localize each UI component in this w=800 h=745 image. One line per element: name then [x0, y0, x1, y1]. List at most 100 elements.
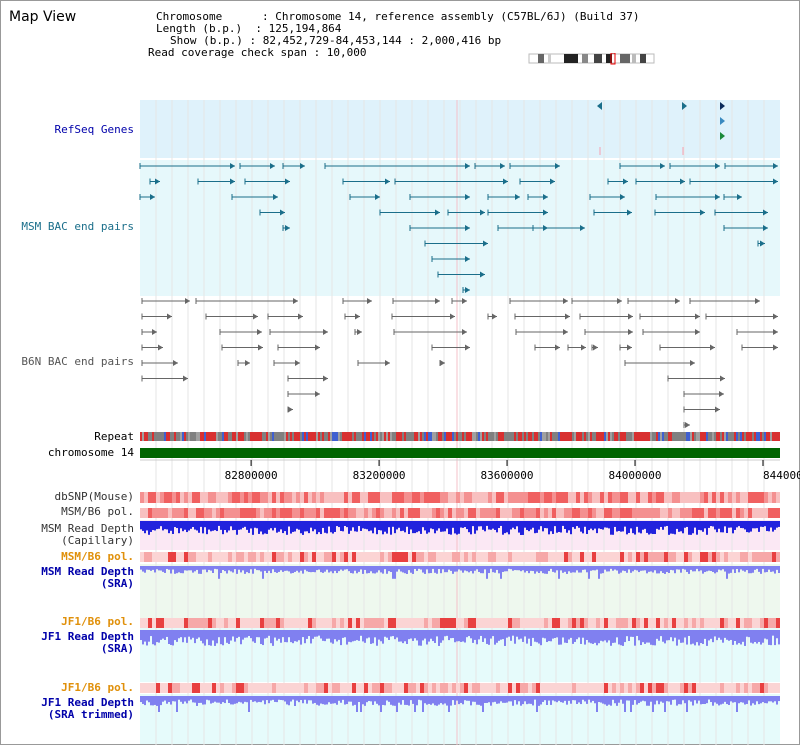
- b6n-bac-row3-end-right[interactable]: [152, 329, 157, 335]
- b6n-bac-row1-end-right[interactable]: [435, 298, 440, 304]
- msm-bac-row4-end-right[interactable]: [700, 209, 705, 216]
- b6n-bac-row9-end-right[interactable]: [685, 422, 690, 428]
- msm-bac-row1-end-right[interactable]: [500, 163, 505, 169]
- b6n-bac-row1-end-right[interactable]: [755, 298, 760, 304]
- msm-bac-row3-end-right[interactable]: [737, 194, 742, 200]
- msm-bac-row6-end-right[interactable]: [483, 240, 488, 247]
- b6n-bac-row2-end-right[interactable]: [167, 313, 172, 320]
- msm-bac-row3-end-right[interactable]: [620, 194, 625, 200]
- b6n-bac-row6-end-right[interactable]: [720, 375, 725, 382]
- msm-bac-row4-end-right[interactable]: [543, 209, 548, 216]
- b6n-bac-row3-end-right[interactable]: [462, 329, 467, 335]
- msm-bac-row2-end-right[interactable]: [285, 178, 290, 185]
- b6n-bac-row1-end-right[interactable]: [617, 298, 622, 304]
- b6n-bac-row4-end-right[interactable]: [315, 344, 320, 351]
- refseq-gene-1-arrow-left-icon[interactable]: [597, 102, 602, 110]
- b6n-bac-row2-end-right[interactable]: [628, 313, 633, 320]
- chromosome-14-bar[interactable]: [140, 448, 780, 458]
- msm-bac-row1-end-right[interactable]: [230, 163, 235, 169]
- msm-bac-row3-end-right[interactable]: [515, 194, 520, 200]
- msm-bac-row4-end-right[interactable]: [435, 209, 440, 216]
- refseq-gene-4-arrow-right-icon[interactable]: [720, 117, 725, 125]
- b6n-bac-row2-end-right[interactable]: [565, 313, 570, 320]
- msm-bac-row5-end-right[interactable]: [580, 225, 585, 231]
- b6n-bac-row1-end-right[interactable]: [185, 298, 190, 304]
- msm-bac-row1-end-right[interactable]: [465, 163, 470, 169]
- b6n-bac-row8-end-right[interactable]: [288, 406, 293, 413]
- msm-bac-row7-end-right[interactable]: [465, 256, 470, 262]
- msm-bac-row6-end-right[interactable]: [760, 240, 765, 247]
- b6n-bac-row5-end-right[interactable]: [385, 360, 390, 366]
- msm-bac-row3-end-right[interactable]: [150, 194, 155, 200]
- msm-bac-row5-end-right[interactable]: [465, 225, 470, 231]
- b6n-bac-row4-end-right[interactable]: [258, 344, 263, 351]
- b6n-bac-row1-end-right[interactable]: [563, 298, 568, 304]
- msm-bac-row8-end-right[interactable]: [480, 271, 485, 278]
- refseq-gene-5-arrow-right-icon[interactable]: [720, 132, 725, 140]
- b6n-bac-row3-end-right[interactable]: [357, 329, 362, 335]
- msm-bac-row2-end-right[interactable]: [680, 178, 685, 185]
- chromosome-ideogram[interactable]: [528, 53, 656, 65]
- msm-bac-row2-end-right[interactable]: [155, 178, 160, 185]
- b6n-bac-row4-end-right[interactable]: [593, 344, 598, 351]
- b6n-bac-row3-end-right[interactable]: [257, 329, 262, 335]
- b6n-bac-row1-end-right[interactable]: [675, 298, 680, 304]
- msm-bac-row3-end-right[interactable]: [543, 194, 548, 200]
- b6n-bac-row3-end-right[interactable]: [563, 329, 568, 335]
- msm-bac-row4-end-right[interactable]: [763, 209, 768, 216]
- b6n-bac-row4-end-right[interactable]: [555, 344, 560, 351]
- b6n-bac-row6-end-right[interactable]: [183, 375, 188, 382]
- msm-bac-row2-end-right[interactable]: [385, 178, 390, 185]
- msm-bac-row2-end-right[interactable]: [503, 178, 508, 185]
- msm-bac-row1-end-right[interactable]: [715, 163, 720, 169]
- b6n-bac-row4-end-right[interactable]: [581, 344, 586, 351]
- b6n-bac-row5-end-right[interactable]: [295, 360, 300, 366]
- msm-bac-row9-end-right[interactable]: [465, 287, 470, 293]
- msm-bac-row2-end-right[interactable]: [230, 178, 235, 185]
- b6n-bac-row7-end-right[interactable]: [315, 391, 320, 397]
- b6n-bac-row4-end-right[interactable]: [465, 344, 470, 351]
- refseq-gene-3-arrow-right-icon[interactable]: [720, 102, 725, 110]
- b6n-bac-row4-end-right[interactable]: [710, 344, 715, 351]
- msm-bac-row3-end-right[interactable]: [465, 194, 470, 200]
- refseq-gene-2-arrow-right-icon[interactable]: [682, 102, 687, 110]
- msm-bac-row1-end-right[interactable]: [660, 163, 665, 169]
- msm-bac-row4-end-right[interactable]: [627, 209, 632, 216]
- b6n-bac-row2-end-right[interactable]: [450, 313, 455, 320]
- b6n-bac-row4-end-right[interactable]: [773, 344, 778, 351]
- b6n-bac-row2-end-right[interactable]: [773, 313, 778, 320]
- msm-bac-row1-end-right[interactable]: [270, 163, 275, 169]
- msm-bac-row2-end-right[interactable]: [550, 178, 555, 185]
- b6n-bac-row7-end-right[interactable]: [719, 391, 724, 397]
- msm-bac-row3-end-right[interactable]: [273, 194, 278, 200]
- b6n-bac-row4-end-right[interactable]: [627, 344, 632, 351]
- msm-bac-row4-end-right[interactable]: [280, 209, 285, 216]
- msm-bac-row1-end-right[interactable]: [555, 163, 560, 169]
- b6n-bac-row2-end-right[interactable]: [355, 313, 360, 320]
- b6n-bac-row1-end-right[interactable]: [293, 298, 298, 304]
- msm-bac-row5-end-right[interactable]: [763, 225, 768, 231]
- msm-bac-row2-end-right[interactable]: [773, 178, 778, 185]
- msm-bac-row5-end-right[interactable]: [285, 225, 290, 231]
- msm-bac-row2-end-right[interactable]: [623, 178, 628, 185]
- b6n-bac-row3-end-right[interactable]: [323, 329, 328, 335]
- b6n-bac-row6-end-right[interactable]: [323, 375, 328, 382]
- b6n-bac-row3-end-right[interactable]: [628, 329, 633, 335]
- b6n-bac-row8-end-right[interactable]: [715, 406, 720, 413]
- b6n-bac-row3-end-right[interactable]: [695, 329, 700, 335]
- b6n-bac-row5-end-right[interactable]: [690, 360, 695, 366]
- b6n-bac-row1-end-right[interactable]: [462, 298, 467, 304]
- msm-bac-row1-end-right[interactable]: [773, 163, 778, 169]
- b6n-bac-row5-end-right[interactable]: [440, 360, 445, 366]
- b6n-bac-row2-end-right[interactable]: [695, 313, 700, 320]
- b6n-bac-row5-end-right[interactable]: [173, 360, 178, 366]
- b6n-bac-row5-end-right[interactable]: [245, 360, 250, 366]
- b6n-bac-row2-end-right[interactable]: [492, 313, 497, 320]
- b6n-bac-row1-end-right[interactable]: [367, 298, 372, 304]
- msm-bac-row4-end-right[interactable]: [480, 209, 485, 216]
- msm-bac-row1-end-right[interactable]: [300, 163, 305, 169]
- b6n-bac-row2-end-right[interactable]: [253, 313, 258, 320]
- b6n-bac-row4-end-right[interactable]: [158, 344, 163, 351]
- b6n-bac-row3-end-right[interactable]: [773, 329, 778, 335]
